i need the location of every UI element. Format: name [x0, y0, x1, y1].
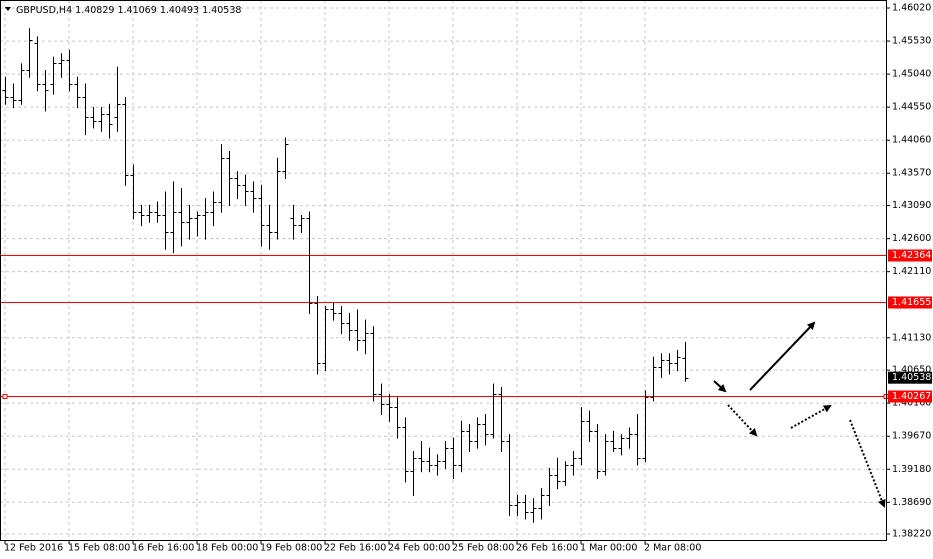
y-tick-label: 1.44550	[892, 102, 931, 113]
x-tick-label: 16 Feb 16:00	[132, 543, 194, 554]
menu-triangle	[5, 7, 11, 11]
arrow	[713, 380, 727, 393]
x-tick-label: 15 Feb 08:00	[68, 543, 130, 554]
y-tick-label: 1.43090	[892, 200, 931, 211]
chart-title: GBPUSD,H4	[16, 5, 72, 16]
chart-header: GBPUSD,H4 1.40829 1.41069 1.40493 1.4053…	[16, 5, 241, 16]
y-tick-label: 1.42110	[892, 266, 931, 277]
y-tick-label: 1.42600	[892, 233, 931, 244]
last-close: 1.40538	[202, 5, 241, 16]
arrow	[727, 404, 758, 437]
y-tick-label: 1.40650	[892, 365, 931, 376]
x-tick-label: 12 Feb 2016	[4, 543, 63, 554]
level-label-box	[888, 390, 932, 403]
price-label: 1.40538	[892, 372, 931, 383]
y-tick-label: 1.45040	[892, 69, 931, 80]
arrow	[790, 405, 832, 429]
y-tick-label: 1.39180	[892, 464, 931, 475]
y-tick-label: 1.40160	[892, 398, 931, 409]
last-open: 1.40829	[75, 5, 114, 16]
x-tick-label: 18 Feb 00:00	[196, 543, 258, 554]
grid	[0, 0, 886, 540]
level-label: 1.41655	[892, 297, 931, 308]
arrow	[749, 321, 816, 391]
last-high: 1.41069	[117, 5, 156, 16]
bars	[2, 28, 689, 523]
arrows	[713, 321, 886, 508]
last-low: 1.40493	[160, 5, 199, 16]
levels	[0, 255, 889, 399]
level-handle	[2, 394, 8, 399]
level-label: 1.42364	[892, 250, 931, 261]
x-tick-label: 1 Mar 00:00	[580, 543, 637, 554]
level-label-box	[888, 249, 932, 262]
y-tick-label: 1.39670	[892, 431, 931, 442]
x-tick-label: 19 Feb 08:00	[260, 543, 322, 554]
plot-border	[0, 0, 887, 541]
axes: 1.46020 1.45530 1.45040 1.44550 1.44060 1.435…	[4, 3, 932, 554]
y-tick-label: 1.44060	[892, 135, 931, 146]
y-tick-label: 1.38220	[892, 528, 931, 539]
x-tick-label: 24 Feb 00:00	[388, 543, 450, 554]
y-tick-label: 1.41130	[892, 332, 931, 343]
price-label-box	[888, 371, 932, 384]
level-label-box	[888, 296, 932, 309]
x-tick-label: 25 Feb 08:00	[452, 543, 514, 554]
y-tick-label: 1.46020	[892, 3, 931, 14]
level-label: 1.40267	[892, 391, 931, 402]
arrow	[849, 419, 886, 508]
y-tick-label: 1.45530	[892, 36, 931, 47]
x-tick-label: 26 Feb 16:00	[516, 543, 578, 554]
y-tick-label: 1.38690	[892, 497, 931, 508]
x-tick-label: 22 Feb 16:00	[324, 543, 386, 554]
x-tick-label: 2 Mar 08:00	[644, 543, 701, 554]
y-tick-label: 1.43570	[892, 168, 931, 179]
